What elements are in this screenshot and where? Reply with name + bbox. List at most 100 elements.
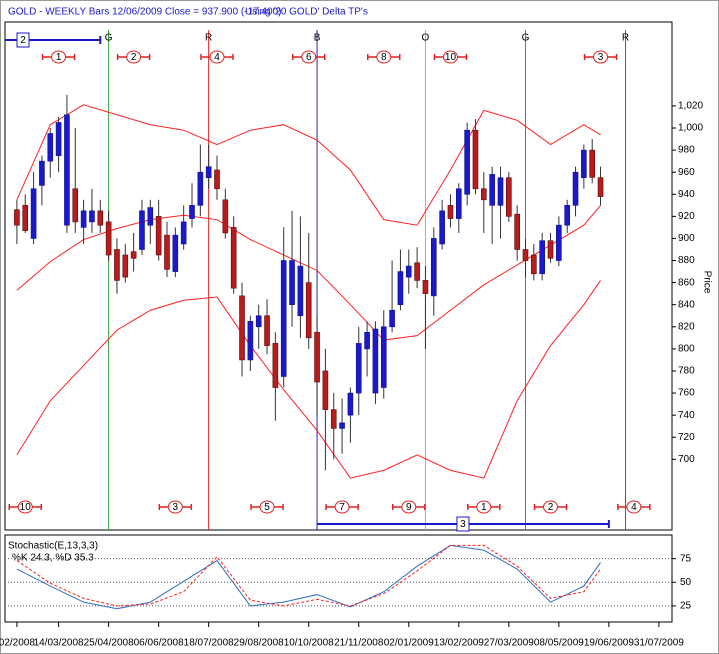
count-circle [334,500,350,514]
candle-body [430,238,437,297]
count-marker: 10 [433,50,468,64]
candle-body [489,174,495,206]
y-tick-label: 1,000 [678,123,703,134]
candle-body [89,210,95,223]
candle-body [197,171,204,206]
candle-body [355,343,362,394]
candle-body [414,262,420,281]
y-axis-label: Price [701,271,712,294]
count-circle [209,50,225,64]
candle-body [72,188,79,223]
count-circle [51,50,67,64]
candle-body [64,114,70,226]
count-label: 6 [306,52,312,63]
count-label: 3 [173,502,179,513]
candle-body [564,205,570,226]
cycle-label: B [314,33,321,44]
stochastic-line [16,544,601,610]
candle-body [347,392,354,416]
cycle-label: R [205,33,212,44]
y-tick-label: 760 [678,388,695,399]
y-tick-label: 900 [678,233,695,244]
candle-body [439,210,445,245]
candle-body [189,205,195,219]
y-tick-label: 740 [678,410,695,421]
candle-body [589,149,595,178]
count-circle [17,500,33,514]
x-tick-label: 29/08/2008 [234,638,284,649]
x-tick-label: 06/06/2008 [134,638,184,649]
candle-body [405,265,412,278]
candle-body [14,209,20,226]
y-tick-label: 720 [678,432,695,443]
count-marker: 4 [200,50,234,64]
candle-body [581,149,587,179]
count-label: 3 [598,52,604,63]
y-tick-label: 860 [678,277,695,288]
count-label: 10 [445,52,457,63]
candle-body [389,309,395,328]
candle-body [30,188,37,239]
wave-box [16,32,30,48]
candle-body [39,160,45,186]
count-marker: 3 [158,500,193,514]
x-tick-label: 21/11/2008 [334,638,384,649]
count-label: 4 [631,502,637,513]
count-marker: 6 [291,50,326,64]
count-circle [476,500,492,514]
x-tick-label: 14/03/2008 [34,638,84,649]
count-label: 1 [56,52,62,63]
candle-body [597,177,604,197]
candle-body [214,169,220,190]
stochastic-title: Stochastic(E,13,3,3) [8,541,98,552]
y-tick-label: 980 [678,145,695,156]
y-tick-label: 940 [678,189,695,200]
candle-body [514,213,520,250]
candle-body [339,422,345,429]
candle-body [147,207,154,226]
count-circle [626,500,642,514]
candle-body [264,315,270,346]
x-tick-label: 8/02/2008 [0,638,35,649]
count-marker: 2 [116,50,151,64]
y-tick-label: 780 [678,366,695,377]
wave-label: 3 [460,519,466,530]
count-circle [442,50,458,64]
x-tick-label: 25/04/2008 [84,638,134,649]
candle-body [255,315,262,328]
count-marker: 5 [250,500,284,514]
count-marker: 1 [467,500,501,514]
count-marker: 3 [583,50,618,64]
candle-body [97,210,104,226]
y-tick-label: 75 [680,553,692,564]
count-marker: 9 [392,500,426,514]
candle-body [297,265,304,317]
stochastic-line [16,544,601,607]
y-tick-label: 50 [680,577,692,588]
count-label: 9 [406,502,412,513]
candle-body [305,282,312,339]
candle-body [497,177,504,206]
candle-body [230,227,237,289]
count-label: 1 [481,502,487,513]
candle-body [464,129,470,195]
candle-body [272,343,279,388]
candle-body [314,332,320,383]
stochastic-panel [4,534,673,623]
candle-body [506,177,512,217]
candle-body [522,249,529,261]
candle-body [372,328,379,394]
count-circle [376,50,392,64]
candle-body [247,320,254,361]
band-line [16,280,601,479]
count-circle [167,500,183,514]
candle-body [455,188,462,219]
candle-body [380,326,387,388]
count-circle [126,50,142,64]
y-tick-label: 25 [680,601,692,612]
candle-body [447,205,454,219]
count-circle [259,500,275,514]
cycle-label: G [105,33,113,44]
x-tick-label: 27/03/2009 [484,638,534,649]
